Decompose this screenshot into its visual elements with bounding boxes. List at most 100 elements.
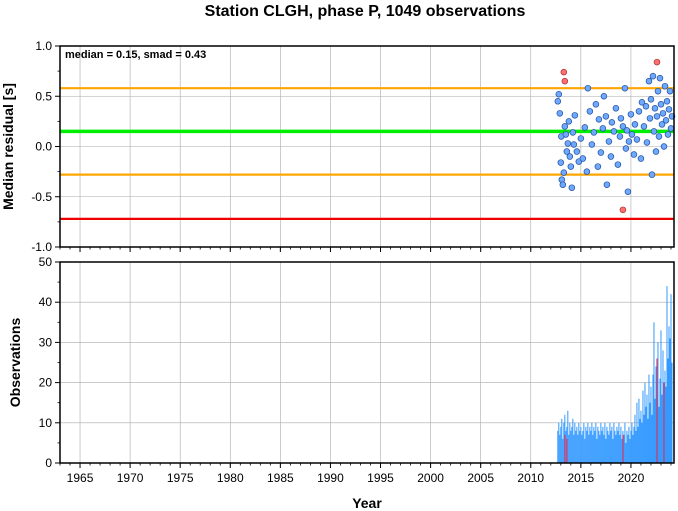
observation-bar <box>630 430 632 463</box>
y-tick-label: 20 <box>39 376 53 390</box>
residual-point <box>665 106 673 113</box>
observation-bar <box>643 414 645 463</box>
outlier-point <box>561 77 569 85</box>
observation-bar <box>633 426 635 463</box>
residual-point <box>628 131 636 138</box>
observation-bar <box>658 406 660 463</box>
observation-bar <box>562 438 564 463</box>
residual-point <box>619 123 627 130</box>
x-tick-label: 1965 <box>67 471 94 485</box>
x-tick-label: 1975 <box>167 471 194 485</box>
residual-point <box>643 139 651 146</box>
observation-bar <box>575 430 577 463</box>
x-tick-label: 1995 <box>367 471 394 485</box>
outlier-bar <box>622 434 624 463</box>
observation-bar <box>671 362 673 463</box>
observation-bar <box>573 434 575 463</box>
observation-bar <box>616 426 618 463</box>
residual-point <box>616 133 624 140</box>
observation-bar <box>613 422 615 463</box>
observation-bar <box>614 430 616 463</box>
residual-point <box>569 129 577 136</box>
residual-point <box>559 181 567 188</box>
observation-bar <box>611 426 613 463</box>
residual-point <box>633 136 641 143</box>
observation-bar <box>585 426 587 463</box>
residual-point <box>567 163 575 170</box>
observation-bar <box>559 434 561 463</box>
residual-point <box>605 138 613 145</box>
observation-bar <box>649 402 651 463</box>
observation-bar <box>580 426 582 463</box>
residual-point <box>657 101 665 108</box>
observation-bar <box>668 326 670 463</box>
residual-y-ticks: -1.0 -0.5 0.0 0.5 1.0 <box>31 39 60 254</box>
observation-bar <box>632 434 634 463</box>
observations-y-axis-label: Observations <box>7 318 23 408</box>
outlier-point <box>619 206 627 214</box>
observation-bar <box>642 390 644 463</box>
observation-bar <box>577 434 579 463</box>
residual-panel: -1.0 -0.5 0.0 0.5 1.0 median = 0.15, smad = … <box>0 39 676 254</box>
residual-point <box>638 99 646 106</box>
observation-bar <box>594 430 596 463</box>
observation-bar <box>581 434 583 463</box>
residual-point <box>555 90 563 98</box>
residual-point <box>631 121 639 128</box>
observation-bar <box>635 430 637 463</box>
x-tick-label: 1990 <box>317 471 344 485</box>
observation-bar <box>629 438 631 463</box>
observation-bar <box>638 398 640 463</box>
residual-point <box>652 148 660 155</box>
residual-point <box>588 141 596 148</box>
x-tick-label: 2015 <box>567 471 594 485</box>
observation-bar <box>657 342 659 463</box>
residual-point <box>664 131 672 138</box>
residual-point <box>554 98 562 105</box>
observation-bar <box>599 434 601 463</box>
observation-bar <box>618 422 620 463</box>
y-tick-label: 10 <box>39 416 53 430</box>
residual-point <box>627 111 635 118</box>
residual-point <box>562 131 570 138</box>
observations-bars <box>557 286 673 463</box>
observation-bar <box>670 294 672 463</box>
x-tick-label: 2005 <box>467 471 494 485</box>
outlier-point <box>560 68 568 76</box>
residual-point <box>607 153 615 160</box>
x-tick-label: 1970 <box>117 471 144 485</box>
observation-bar <box>557 430 559 463</box>
residual-point <box>584 84 592 92</box>
observation-bar <box>620 426 622 463</box>
observation-bar <box>603 434 605 463</box>
residual-point <box>590 129 598 136</box>
y-tick-label: -0.5 <box>31 190 52 204</box>
observation-bar <box>582 430 584 463</box>
observation-bar <box>662 350 664 463</box>
residual-point <box>666 87 674 95</box>
observation-bar <box>615 434 617 463</box>
x-axis-label: Year <box>352 495 382 511</box>
observation-bar <box>578 422 580 463</box>
observation-bar <box>563 422 565 463</box>
residual-point <box>595 116 603 123</box>
residual-point <box>649 72 657 80</box>
y-tick-label: 0 <box>45 456 52 470</box>
observation-bar <box>659 378 661 463</box>
residual-point <box>646 115 654 122</box>
observation-bar <box>627 434 629 463</box>
residual-point <box>599 125 607 132</box>
residual-point <box>625 138 633 145</box>
observation-bar <box>608 434 610 463</box>
x-tick-label: 1980 <box>217 471 244 485</box>
y-tick-label: 40 <box>39 295 53 309</box>
observation-bar <box>587 422 589 463</box>
x-tick-label: 2020 <box>618 471 645 485</box>
observation-bar <box>624 422 626 463</box>
observation-bar <box>644 382 646 463</box>
observation-bar <box>598 430 600 463</box>
observation-bar <box>574 422 576 463</box>
observation-bar <box>637 426 639 463</box>
residual-point <box>667 125 675 132</box>
observation-bar <box>609 422 611 463</box>
